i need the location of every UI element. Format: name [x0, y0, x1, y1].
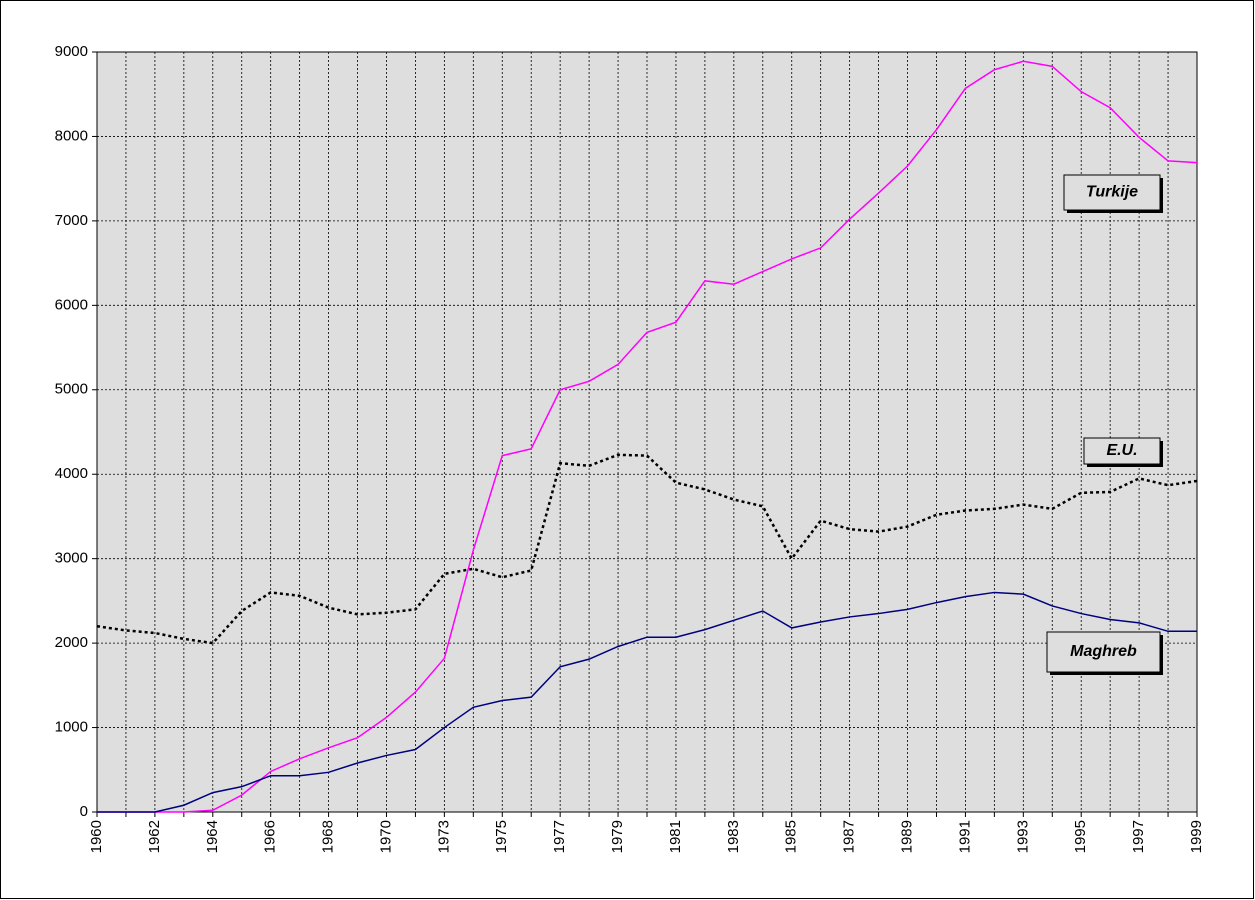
label-box [1083, 437, 1161, 465]
x-tick-label: 1979 [609, 820, 626, 853]
y-tick-label: 6000 [55, 296, 88, 313]
x-tick-label: 1997 [1130, 820, 1147, 853]
series-line [97, 60, 1198, 813]
x-tick-label: 1987 [841, 820, 858, 853]
x-tick-label: 1977 [551, 820, 568, 853]
x-tick-label: 1962 [146, 820, 163, 853]
y-tick-label: 9000 [55, 43, 88, 60]
y-tick-label: 7000 [55, 212, 88, 229]
series-line [96, 453, 1198, 645]
label-box [1063, 174, 1161, 211]
label-box [1046, 631, 1161, 673]
y-tick-label: 0 [80, 803, 88, 820]
y-tick-label: 5000 [55, 381, 88, 398]
x-tick-label: 1964 [204, 820, 221, 853]
x-tick-label: 1993 [1014, 820, 1031, 853]
series-label: Turkije [1086, 184, 1138, 201]
x-tick-label: 1995 [1072, 820, 1089, 853]
x-tick-label: 1966 [262, 820, 279, 853]
x-tick-label: 1975 [493, 820, 510, 853]
x-tick-label: 1983 [725, 820, 742, 853]
x-tick-label: 1989 [898, 820, 915, 853]
x-tick-label: 1991 [956, 820, 973, 853]
x-tick-label: 1973 [435, 820, 452, 853]
x-tick-label: 1999 [1188, 820, 1205, 853]
series-line [97, 591, 1197, 813]
x-tick-label: 1970 [377, 820, 394, 853]
x-tick-label: 1981 [667, 820, 684, 853]
x-tick-label: 1960 [88, 820, 105, 853]
plot-border [96, 51, 1198, 813]
y-tick-label: 3000 [55, 550, 88, 567]
x-tick-label: 1985 [783, 820, 800, 853]
y-tick-label: 2000 [55, 634, 88, 651]
series-label: E.U. [1106, 442, 1137, 459]
y-tick-label: 8000 [55, 127, 88, 144]
y-tick-label: 4000 [55, 465, 88, 482]
y-tick-label: 1000 [55, 719, 88, 736]
series-label: Maghreb [1070, 643, 1137, 660]
x-tick-label: 1968 [320, 820, 337, 853]
